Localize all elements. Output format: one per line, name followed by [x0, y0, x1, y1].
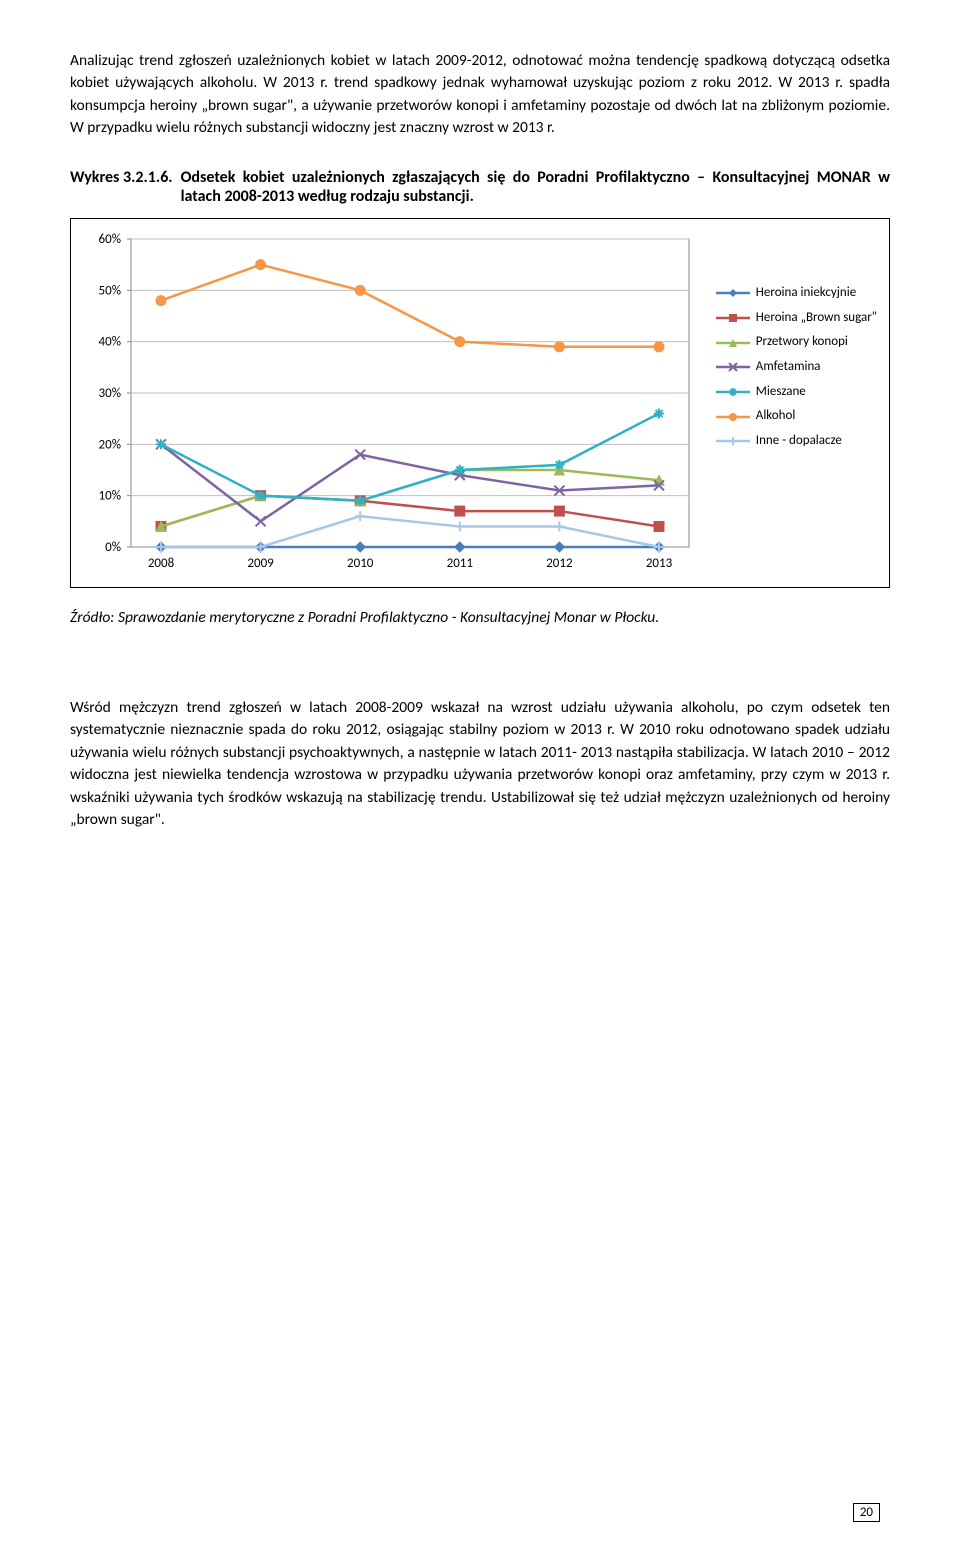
chart-title: Wykres 3.2.1.6. Odsetek kobiet uzależnio… — [70, 168, 890, 206]
legend-label: Przetwory konopi — [756, 330, 848, 355]
legend-label: Heroina „Brown sugar" — [756, 306, 877, 331]
legend-item: Inne - dopalacze — [716, 429, 877, 454]
svg-text:2010: 2010 — [347, 556, 374, 571]
chart-title-prefix: Wykres 3.2.1.6. — [70, 168, 181, 206]
page-number: 20 — [853, 1503, 880, 1522]
intro-paragraph: Analizując trend zgłoszeń uzależnionych … — [70, 50, 890, 140]
legend-label: Mieszane — [756, 380, 806, 405]
legend-item: Alkohol — [716, 404, 877, 429]
svg-text:2008: 2008 — [148, 556, 175, 571]
svg-text:2012: 2012 — [546, 556, 573, 571]
svg-text:60%: 60% — [99, 232, 121, 247]
legend-label: Inne - dopalacze — [756, 429, 842, 454]
legend-item: Amfetamina — [716, 355, 877, 380]
chart-title-body: Odsetek kobiet uzależnionych zgłaszający… — [181, 168, 890, 206]
svg-text:50%: 50% — [99, 283, 121, 298]
chart-legend: Heroina iniekcyjnieHeroina „Brown sugar"… — [716, 281, 877, 454]
second-paragraph: Wśród mężczyzn trend zgłoszeń w latach 2… — [70, 697, 890, 832]
legend-item: Heroina iniekcyjnie — [716, 281, 877, 306]
svg-text:20%: 20% — [99, 437, 121, 452]
line-chart: 0% 10% 20% 30% 40% 50% 60% 2008 2009 2010 2011 2012… — [70, 218, 890, 588]
svg-text:0%: 0% — [105, 540, 121, 555]
legend-item: Mieszane — [716, 380, 877, 405]
svg-text:2013: 2013 — [646, 556, 673, 571]
svg-text:40%: 40% — [99, 335, 121, 350]
svg-text:10%: 10% — [99, 489, 121, 504]
legend-label: Amfetamina — [756, 355, 821, 380]
svg-text:2011: 2011 — [447, 556, 473, 571]
svg-text:30%: 30% — [99, 386, 121, 401]
legend-label: Alkohol — [756, 404, 796, 429]
svg-text:2009: 2009 — [247, 556, 274, 571]
legend-item: Heroina „Brown sugar" — [716, 306, 877, 331]
source-text: Źródło: Sprawozdanie merytoryczne z Pora… — [70, 608, 890, 627]
legend-item: Przetwory konopi — [716, 330, 877, 355]
legend-label: Heroina iniekcyjnie — [756, 281, 856, 306]
